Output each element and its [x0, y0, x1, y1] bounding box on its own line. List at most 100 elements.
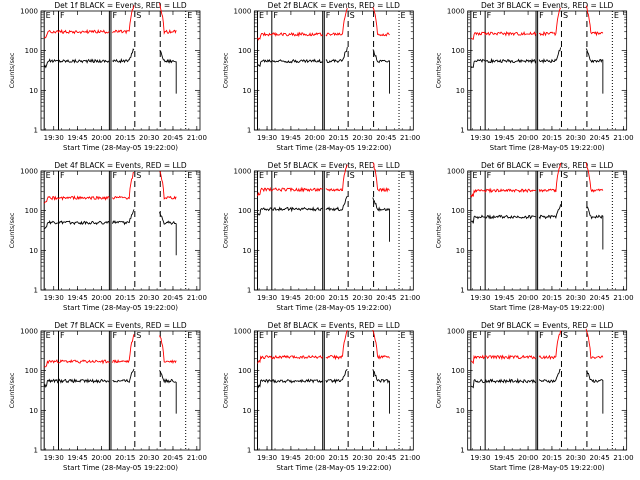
- lld-series-line: [43, 28, 110, 39]
- lld-series-line: [585, 328, 604, 359]
- lld-series-line: [44, 359, 110, 368]
- plot-frame: [253, 330, 414, 451]
- lld-series-line: [470, 30, 537, 40]
- x-tick-label: 20:00: [91, 134, 111, 142]
- lld-series-line: [372, 7, 390, 37]
- x-tick-label: 20:30: [352, 454, 372, 462]
- chart-panel-8: Det 8f BLACK = Events, RED = LLD Counts/s…: [221, 321, 420, 472]
- x-tick-label: 19:30: [257, 294, 277, 302]
- marker-label: F: [539, 331, 544, 340]
- y-tick-label: 10: [242, 407, 251, 415]
- events-series-line: [112, 368, 135, 384]
- x-tick-label: 20:45: [590, 294, 610, 302]
- x-tick-label: 20:30: [566, 454, 586, 462]
- events-series-line: [372, 197, 390, 242]
- y-tick-label: 100: [25, 367, 38, 375]
- x-tick-label: 19:45: [281, 294, 301, 302]
- x-tick-label: 19:45: [494, 134, 514, 142]
- events-series-line: [43, 58, 110, 69]
- chart-title: Det 1f BLACK = Events, RED = LLD: [54, 1, 187, 10]
- lld-series-line: [325, 330, 348, 361]
- events-series-line: [159, 370, 177, 414]
- x-tick-label: 20:45: [163, 294, 183, 302]
- y-axis-label: Counts/sec: [221, 52, 229, 88]
- y-tick-label: 100: [238, 207, 251, 215]
- events-series-line: [159, 211, 177, 256]
- lld-series-line: [43, 195, 110, 204]
- x-tick-label: 20:00: [91, 454, 111, 462]
- marker-label: E: [401, 331, 406, 340]
- events-series-line: [538, 204, 562, 220]
- chart-title: Det 4f BLACK = Events, RED = LLD: [54, 161, 187, 170]
- x-tick-label: 19:30: [44, 294, 64, 302]
- y-axis-label: Counts/sec: [8, 52, 16, 88]
- chart-title: Det 3f BLACK = Events, RED = LLD: [481, 1, 614, 10]
- x-tick-label: 20:15: [542, 454, 562, 462]
- marker-label: F: [112, 331, 117, 340]
- x-tick-label: 20:45: [163, 454, 183, 462]
- x-tick-label: 21:00: [613, 134, 633, 142]
- events-series-line: [470, 214, 537, 224]
- chart-panel-5: Det 5f BLACK = Events, RED = LLD Counts/s…: [221, 161, 420, 312]
- x-tick-label: 21:00: [400, 134, 420, 142]
- x-axis-label: Start Time (28-May-05 19:22:00): [276, 464, 391, 472]
- y-axis-label: Counts/sec: [435, 52, 443, 88]
- events-series-line: [585, 48, 604, 94]
- x-tick-label: 20:45: [590, 454, 610, 462]
- events-series-line: [257, 58, 324, 67]
- marker-label: E: [46, 11, 51, 20]
- plot-frame: [40, 10, 201, 131]
- events-series-line: [470, 57, 537, 68]
- x-tick-label: 20:00: [305, 134, 325, 142]
- x-tick-label: 20:00: [518, 454, 538, 462]
- chart-panel-2: Det 2f BLACK = Events, RED = LLD Counts/s…: [221, 1, 420, 152]
- y-tick-label: 1: [247, 287, 251, 295]
- x-axis-label: Start Time (28-May-05 19:22:00): [490, 304, 605, 312]
- y-tick-label: 100: [25, 207, 38, 215]
- y-tick-label: 10: [456, 247, 465, 255]
- events-series-line: [585, 206, 604, 250]
- y-tick-label: 10: [242, 87, 251, 95]
- lld-series-line: [257, 31, 324, 41]
- y-tick-label: 1: [247, 447, 251, 455]
- chart-title: Det 6f BLACK = Events, RED = LLD: [481, 161, 614, 170]
- marker-label: S: [136, 331, 141, 340]
- y-tick-label: 10: [456, 407, 465, 415]
- events-series-line: [257, 378, 324, 389]
- marker-label: E: [46, 171, 51, 180]
- marker-label: E: [472, 331, 477, 340]
- chart-panel-1: Det 1f BLACK = Events, RED = LLD Counts/s…: [8, 1, 207, 152]
- lld-series-line: [470, 187, 537, 198]
- x-tick-label: 20:45: [163, 134, 183, 142]
- y-tick-label: 100: [238, 367, 251, 375]
- events-series-line: [538, 47, 562, 64]
- lld-series-line: [372, 162, 390, 193]
- marker-label: S: [563, 11, 568, 20]
- chart-title: Det 8f BLACK = Events, RED = LLD: [268, 321, 401, 330]
- marker-label: S: [136, 171, 141, 180]
- marker-label: F: [326, 11, 331, 20]
- y-tick-label: 1: [34, 127, 38, 135]
- marker-label: S: [350, 331, 355, 340]
- y-tick-label: 100: [238, 47, 251, 55]
- y-tick-label: 1000: [20, 328, 38, 336]
- marker-label: F: [60, 331, 65, 340]
- x-tick-label: 19:30: [257, 454, 277, 462]
- marker-label: E: [472, 11, 477, 20]
- x-tick-label: 19:30: [470, 134, 490, 142]
- plot-frame: [467, 170, 628, 291]
- chart-title: Det 9f BLACK = Events, RED = LLD: [481, 321, 614, 330]
- marker-label: S: [350, 171, 355, 180]
- y-tick-label: 10: [29, 247, 38, 255]
- x-tick-label: 19:45: [67, 454, 87, 462]
- x-tick-label: 20:30: [139, 294, 159, 302]
- chart-title: Det 7f BLACK = Events, RED = LLD: [54, 321, 187, 330]
- y-axis-label: Counts/sec: [8, 212, 16, 248]
- x-tick-label: 19:30: [470, 454, 490, 462]
- lld-series-line: [470, 354, 537, 365]
- events-series-line: [112, 48, 135, 64]
- events-series-line: [112, 209, 135, 226]
- chart-panel-6: Det 6f BLACK = Events, RED = LLD Counts/s…: [435, 161, 634, 312]
- marker-label: F: [539, 11, 544, 20]
- x-tick-label: 19:45: [67, 294, 87, 302]
